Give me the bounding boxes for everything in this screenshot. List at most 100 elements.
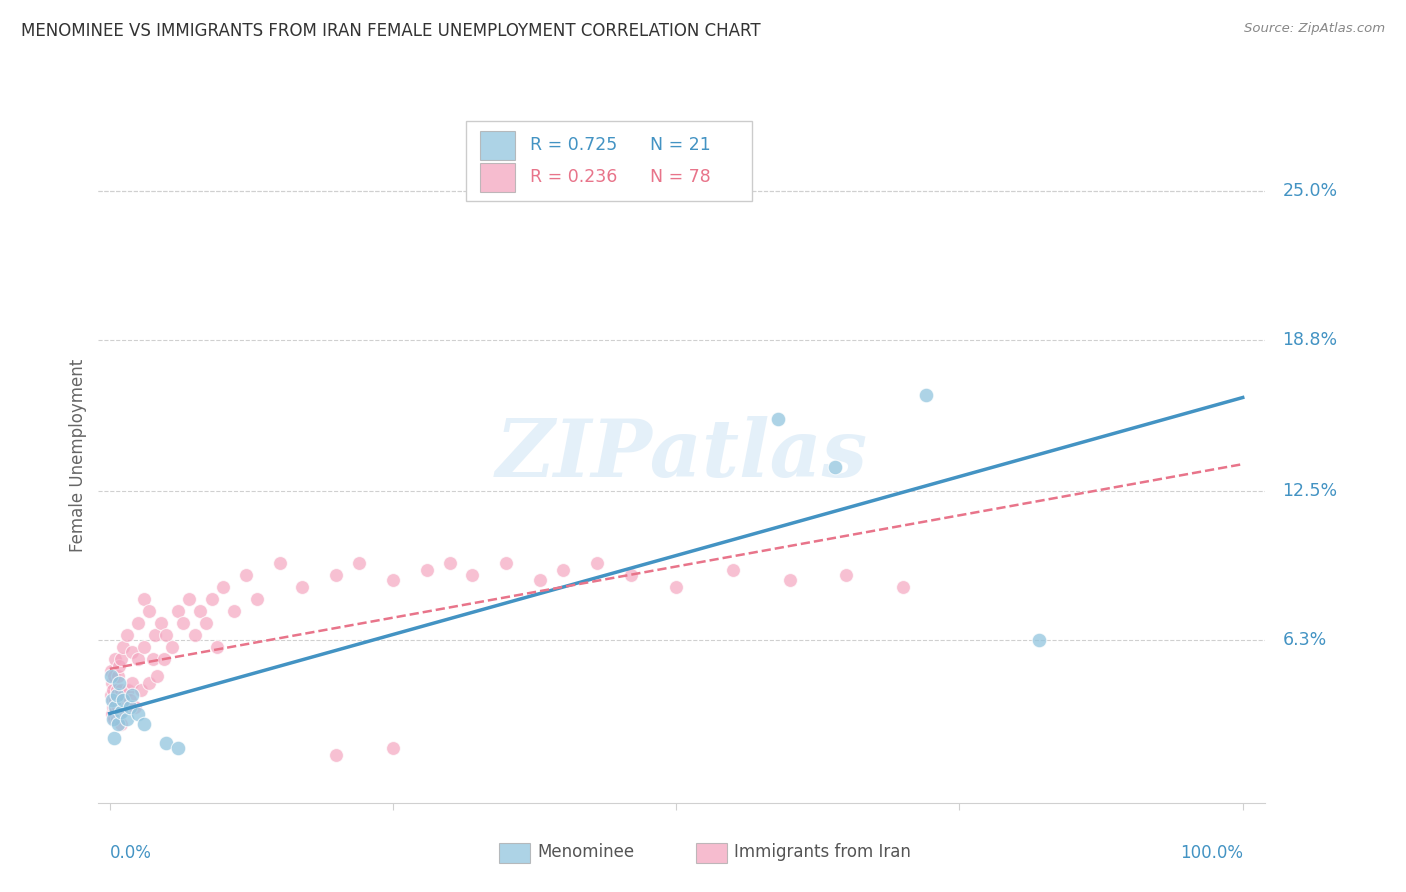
Point [1028,632,1050,647]
Point [103,668,125,682]
Text: 100.0%: 100.0% [1180,844,1243,862]
Point [439,556,461,570]
Point [149,615,172,630]
Text: R = 0.236: R = 0.236 [530,169,617,186]
Point [100,668,122,682]
Text: 12.5%: 12.5% [1282,482,1337,500]
Point [529,573,551,587]
Point [235,567,257,582]
Point [115,628,138,642]
Point [166,604,188,618]
Point [108,659,131,673]
Point [155,736,177,750]
Point [117,683,139,698]
Point [269,556,291,570]
Point [172,615,194,630]
Point [121,676,143,690]
Point [101,699,124,714]
Point [110,652,132,666]
Point [291,580,314,594]
Point [153,652,176,666]
Point [246,591,269,606]
FancyBboxPatch shape [479,130,515,160]
Point [107,716,129,731]
Point [166,740,188,755]
Point [112,692,135,706]
Point [201,591,224,606]
Text: R = 0.725: R = 0.725 [530,136,617,154]
Point [107,699,129,714]
Point [105,688,128,702]
FancyBboxPatch shape [465,121,752,201]
Point [104,699,127,714]
Point [132,716,155,731]
Point [104,652,127,666]
Point [495,556,517,570]
Point [461,567,484,582]
Point [665,580,688,594]
Point [120,699,142,714]
Point [121,688,143,702]
Point [177,591,200,606]
Point [586,556,609,570]
Point [138,604,160,618]
Point [142,652,165,666]
Point [138,676,160,690]
Y-axis label: Female Unemployment: Female Unemployment [69,359,87,551]
Point [347,556,370,570]
Point [101,692,124,706]
FancyBboxPatch shape [479,162,515,192]
Point [101,676,124,690]
Point [143,628,166,642]
Point [108,676,131,690]
Point [110,683,132,698]
Point [101,683,124,698]
Point [101,692,124,706]
Point [416,563,439,577]
Point [835,567,858,582]
Point [891,580,914,594]
Point [779,573,801,587]
Point [325,747,347,762]
Point [183,628,205,642]
Point [101,706,124,721]
Point [104,705,127,719]
Point [103,731,125,745]
Point [127,652,149,666]
Point [914,388,936,402]
Point [121,645,143,659]
Point [100,664,122,678]
Point [132,591,155,606]
Point [105,683,128,698]
Point [721,563,744,577]
Point [132,640,155,654]
Point [104,692,127,706]
Point [766,412,789,426]
Text: N = 78: N = 78 [651,169,711,186]
Text: Immigrants from Iran: Immigrants from Iran [734,843,911,861]
Point [110,716,132,731]
Point [101,712,124,726]
Text: ZIPatlas: ZIPatlas [496,417,868,493]
Text: 25.0%: 25.0% [1282,182,1337,200]
Point [325,567,347,582]
Point [110,705,132,719]
Point [114,688,136,702]
Point [824,459,846,474]
Point [100,688,122,702]
Text: Source: ZipAtlas.com: Source: ZipAtlas.com [1244,22,1385,36]
Point [212,580,235,594]
Point [108,706,131,721]
Point [103,712,125,726]
Point [105,712,128,726]
Point [112,640,135,654]
Point [146,668,169,682]
Point [160,640,183,654]
Point [120,692,142,706]
Point [112,699,135,714]
Point [131,683,153,698]
Point [620,567,643,582]
Point [127,706,149,721]
Point [108,692,131,706]
Point [115,712,138,726]
